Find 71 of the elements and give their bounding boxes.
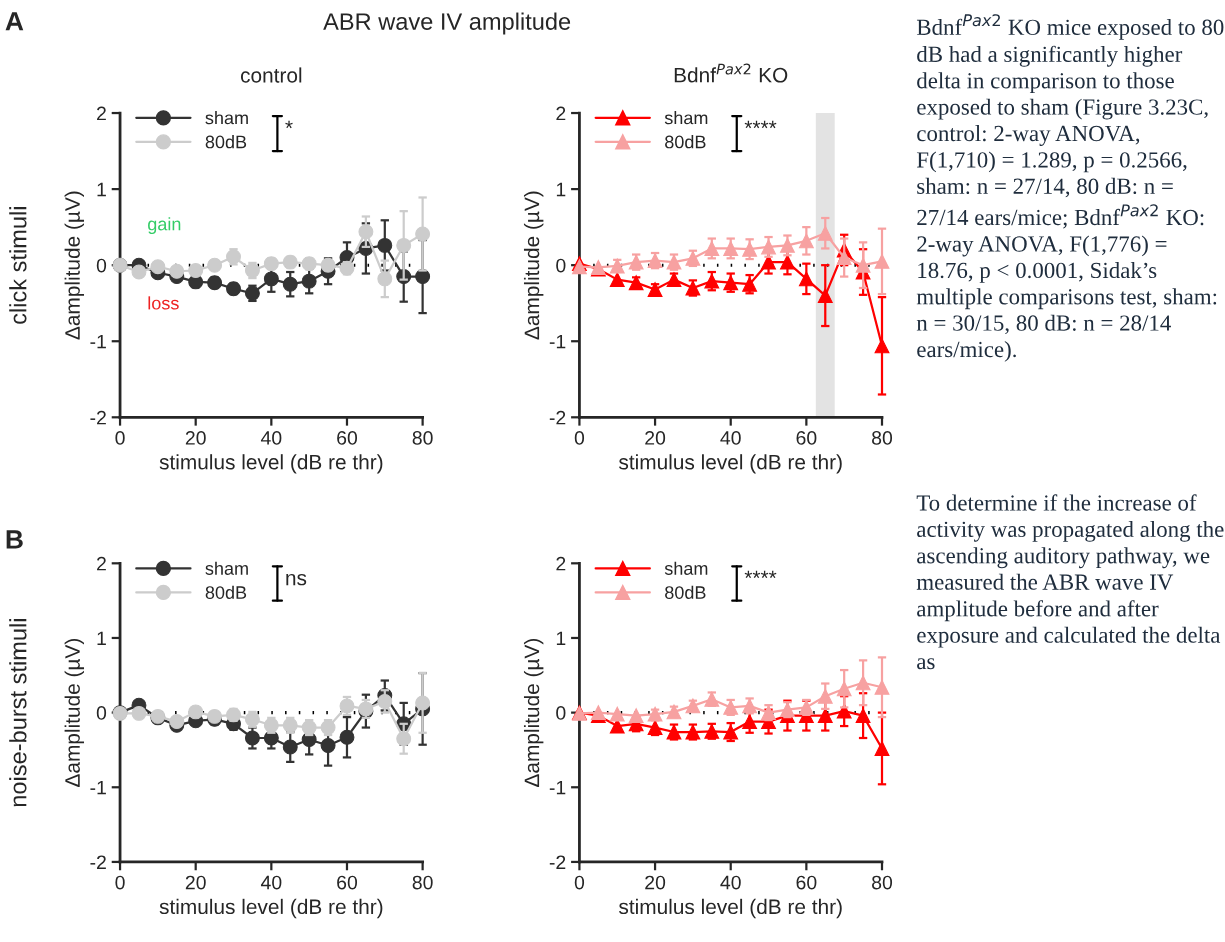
chart-title: control bbox=[240, 67, 302, 83]
y-tick-label: -1 bbox=[549, 334, 566, 349]
y-tick-label: -2 bbox=[549, 855, 566, 869]
text: noise-burst stimuli bbox=[9, 619, 27, 807]
y-axis-title: Δamplitude (µV) bbox=[523, 639, 544, 787]
x-tick-label: 80 bbox=[872, 875, 893, 890]
y-tick-label: 1 bbox=[556, 631, 566, 646]
x-tick-label: 40 bbox=[260, 875, 282, 890]
x-tick-label: 80 bbox=[412, 875, 433, 890]
x-tick-label: 40 bbox=[720, 875, 741, 890]
x-tick-label: 20 bbox=[645, 431, 666, 445]
legend-label: 80dB bbox=[665, 135, 706, 149]
x-tick-label: 0 bbox=[574, 875, 585, 890]
text: Bdnf$^{Pax2}$ KO mice exposed to 80 dB had a significantly higher delta in comparison to those exposed to sham (Figure 3.23C, control: 2-way ANOVA, F(1,710) = 1.289, p = 0.2566, sham: n = 27/14, 80 dB: n = 27/14 ears/mice; Bdnf$^{Pax2}$ KO: 2-way ANOVA, F(1,776) = 18.76, p < 0.0001, Sidak’s multiple comparisons test, sham: n = 30/15, 80 dB: n = 28/14 ears/mice). bbox=[916, 14, 1224, 362]
y-tick-label: 2 bbox=[97, 106, 106, 121]
y-tick-label: 0 bbox=[556, 258, 566, 273]
x-tick-label: 60 bbox=[796, 875, 817, 890]
x-tick-label: 60 bbox=[796, 431, 817, 445]
y-tick-label: -1 bbox=[90, 780, 106, 795]
y-tick-label: -1 bbox=[90, 334, 106, 349]
y-tick-label: 1 bbox=[97, 631, 106, 646]
annotation: ns bbox=[286, 573, 307, 586]
y-tick-label: -2 bbox=[549, 410, 566, 425]
legend-label: sham bbox=[205, 111, 248, 125]
x-tick-label: 20 bbox=[185, 875, 206, 890]
y-tick-label: 0 bbox=[96, 706, 107, 720]
annotation: loss bbox=[148, 296, 179, 310]
x-tick-label: 40 bbox=[720, 431, 741, 445]
y-tick-label: 1 bbox=[556, 182, 566, 197]
y-tick-label: 2 bbox=[97, 556, 106, 571]
legend-label: sham bbox=[664, 111, 708, 125]
text: click stimuli bbox=[9, 207, 27, 324]
y-tick-label: 0 bbox=[556, 706, 566, 720]
x-tick-label: 60 bbox=[337, 875, 358, 890]
text: B bbox=[6, 530, 23, 549]
annotation: **** bbox=[744, 120, 777, 129]
x-tick-label: 0 bbox=[574, 431, 585, 445]
annotation: * bbox=[285, 120, 293, 129]
y-axis-title: Δamplitude (µV) bbox=[64, 191, 85, 340]
x-axis-title: stimulus level (dB re thr) bbox=[159, 454, 383, 474]
y-tick-label: 0 bbox=[96, 258, 107, 273]
legend-label: 80dB bbox=[665, 585, 706, 599]
legend-label: sham bbox=[205, 561, 248, 575]
x-tick-label: 40 bbox=[260, 431, 282, 445]
x-axis-title: stimulus level (dB re thr) bbox=[159, 898, 383, 919]
y-axis-title: Δamplitude (µV) bbox=[523, 191, 544, 340]
y-tick-label: 1 bbox=[97, 182, 106, 197]
chart-title: Bdnf$^{Pax2}$ KO bbox=[674, 63, 788, 83]
x-tick-label: 60 bbox=[337, 431, 358, 445]
x-tick-label: 0 bbox=[115, 875, 125, 890]
x-tick-label: 20 bbox=[185, 431, 206, 445]
y-axis-title: Δamplitude (µV) bbox=[64, 639, 85, 787]
y-tick-label: 2 bbox=[556, 106, 566, 121]
legend-label: sham bbox=[664, 561, 708, 575]
x-tick-label: 80 bbox=[872, 431, 893, 445]
text: A bbox=[5, 12, 24, 31]
y-tick-label: -2 bbox=[90, 855, 106, 869]
x-tick-label: 20 bbox=[645, 875, 666, 890]
y-tick-label: -1 bbox=[549, 780, 566, 795]
y-tick-label: 2 bbox=[556, 556, 566, 571]
y-tick-label: -2 bbox=[90, 410, 106, 425]
annotation: **** bbox=[744, 570, 777, 579]
x-axis-title: stimulus level (dB re thr) bbox=[619, 454, 842, 474]
text: To determine if the increase of activity was propagated along the ascending auditory pathway, we measured the ABR wave IV amplitude before and after exposure and calculated the delta as bbox=[916, 494, 1224, 670]
x-axis-title: stimulus level (dB re thr) bbox=[619, 898, 842, 919]
legend-label: 80dB bbox=[205, 585, 247, 599]
legend-label: 80dB bbox=[205, 135, 247, 149]
x-tick-label: 80 bbox=[412, 431, 433, 445]
text: ABR wave IV amplitude bbox=[323, 12, 571, 35]
annotation: gain bbox=[148, 217, 181, 235]
x-tick-label: 0 bbox=[115, 431, 125, 445]
